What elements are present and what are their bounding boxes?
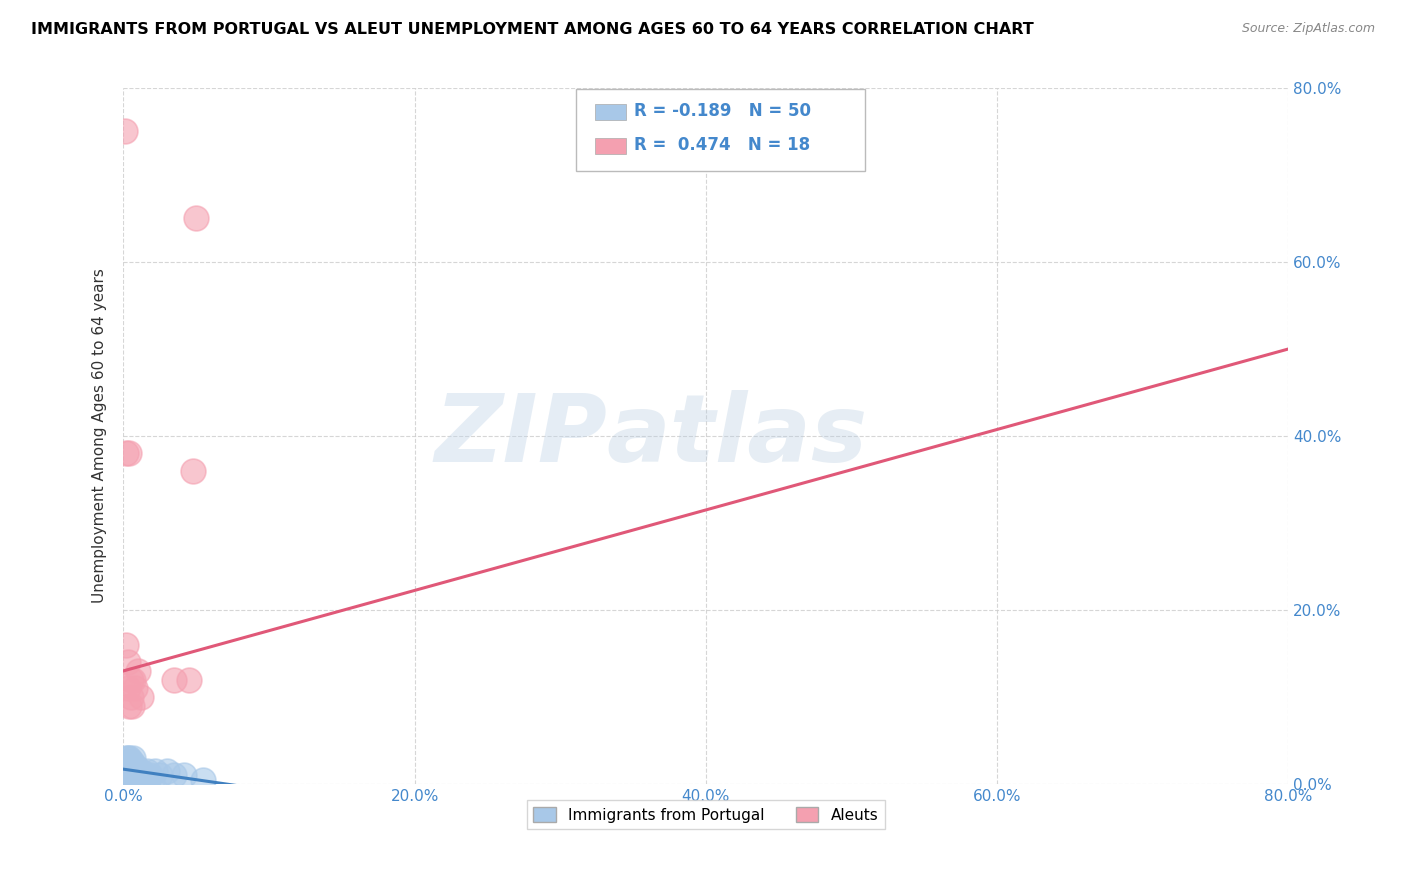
Point (114, 772, 136, 787)
Point (118, 764, 141, 778)
Point (138, 768, 160, 782)
Point (120, 759, 142, 773)
Point (115, 756, 138, 770)
Point (177, 673, 200, 687)
Text: atlas: atlas (607, 390, 868, 482)
Point (117, 759, 139, 773)
Point (122, 759, 145, 773)
Point (115, 772, 138, 787)
Point (131, 768, 153, 782)
Point (124, 681, 146, 696)
Text: R =  0.474   N = 18: R = 0.474 N = 18 (634, 136, 810, 154)
Point (127, 772, 149, 787)
Point (120, 764, 142, 778)
Point (114, 768, 136, 782)
Point (134, 768, 156, 782)
Point (156, 764, 179, 778)
Point (114, 759, 136, 773)
Point (143, 764, 166, 778)
Point (122, 764, 145, 778)
Point (173, 768, 195, 782)
Point (163, 673, 186, 687)
Point (118, 446, 141, 460)
Point (122, 673, 145, 687)
Point (193, 772, 215, 787)
Point (115, 768, 138, 782)
Legend: Immigrants from Portugal, Aleuts: Immigrants from Portugal, Aleuts (527, 800, 884, 829)
Point (141, 772, 163, 787)
Point (125, 759, 148, 773)
Point (127, 764, 149, 778)
Point (122, 751, 145, 765)
Point (120, 673, 142, 687)
Text: R = -0.189   N = 50: R = -0.189 N = 50 (634, 103, 811, 120)
Point (124, 759, 146, 773)
Point (115, 751, 138, 765)
Point (115, 759, 138, 773)
Point (149, 768, 172, 782)
Text: IMMIGRANTS FROM PORTUGAL VS ALEUT UNEMPLOYMENT AMONG AGES 60 TO 64 YEARS CORRELA: IMMIGRANTS FROM PORTUGAL VS ALEUT UNEMPL… (31, 22, 1033, 37)
Point (115, 446, 138, 460)
Y-axis label: Unemployment Among Ages 60 to 64 years: Unemployment Among Ages 60 to 64 years (93, 268, 107, 603)
Point (120, 768, 142, 782)
Point (117, 756, 139, 770)
Point (117, 751, 139, 765)
Point (132, 772, 155, 787)
Point (118, 759, 141, 773)
Point (135, 764, 157, 778)
Point (125, 768, 148, 782)
Point (121, 756, 143, 770)
Point (128, 768, 150, 782)
Point (181, 464, 204, 478)
Text: ZIP: ZIP (434, 390, 607, 482)
Point (120, 690, 142, 704)
Point (115, 638, 138, 652)
Point (117, 655, 139, 669)
Point (117, 772, 139, 787)
Point (117, 681, 139, 696)
Text: Source: ZipAtlas.com: Source: ZipAtlas.com (1241, 22, 1375, 36)
Point (118, 698, 141, 713)
Point (114, 124, 136, 138)
Point (117, 768, 139, 782)
Point (118, 768, 141, 782)
Point (118, 751, 141, 765)
Point (129, 764, 152, 778)
Point (184, 211, 207, 226)
Point (114, 764, 136, 778)
Point (129, 690, 152, 704)
Point (136, 772, 159, 787)
Point (124, 768, 146, 782)
Point (121, 768, 143, 782)
Point (120, 756, 142, 770)
Point (115, 764, 138, 778)
Point (127, 664, 149, 678)
Point (121, 764, 143, 778)
Point (121, 698, 143, 713)
Point (163, 768, 186, 782)
